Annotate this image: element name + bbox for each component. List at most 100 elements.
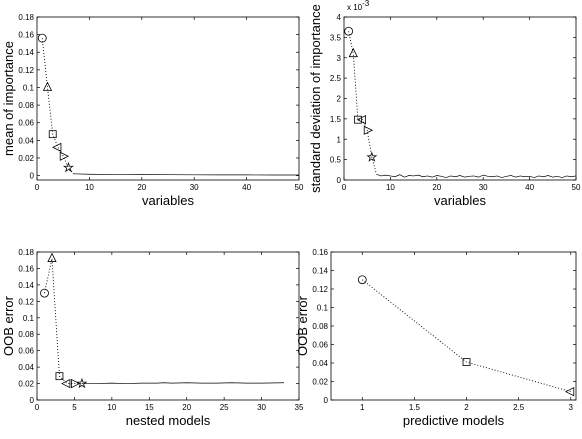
y-axis-label: OOB error (295, 295, 310, 356)
y-tick-label: 0.08 (18, 101, 34, 110)
marker-square (48, 130, 57, 139)
x-tick-label: 30 (190, 183, 199, 192)
marker-triangle-right (71, 378, 81, 389)
x-tick-label: 40 (242, 183, 251, 192)
marker-square (55, 372, 64, 381)
y-tick-label: 0.12 (18, 66, 34, 75)
axes-frame (36, 16, 300, 181)
y-tick-label: 2 (337, 95, 342, 104)
x-axis-label: predictive models (403, 413, 505, 428)
y-tick-label: 0 (337, 176, 342, 185)
y-tick-label: 0 (30, 172, 35, 181)
marker-star (62, 161, 74, 173)
x-axis-label: variables (142, 193, 195, 208)
x-tick-label: 30 (257, 403, 266, 412)
x-tick-label: 0 (35, 403, 40, 412)
y-tick-label: 0.1 (23, 83, 35, 92)
series-line-dotted (41, 38, 75, 175)
x-tick-label: 20 (182, 403, 191, 412)
y-tick-label: 4 (337, 13, 342, 22)
marker-circle (40, 288, 49, 298)
y-axis-label: standard deviation of importance (308, 4, 323, 193)
y-tick-label: 0.02 (18, 380, 34, 389)
y-tick-label: 0.04 (312, 359, 328, 368)
x-tick-label: 20 (137, 183, 146, 192)
x-axis-label: nested models (126, 413, 211, 428)
x-tick-label: 10 (85, 183, 94, 192)
y-tick-label: 0.16 (18, 31, 34, 40)
plot-area (41, 38, 299, 176)
x-tick-label: 3 (569, 403, 574, 412)
y-tick-label: 2.5 (330, 74, 342, 83)
x-tick-label: 20 (432, 183, 441, 192)
x-tick-label: 50 (572, 183, 581, 192)
y-tick-label: 0 (324, 396, 329, 405)
y-tick-label: 3.5 (330, 33, 342, 42)
x-tick-label: 5 (72, 403, 77, 412)
y-tick-label: 0.12 (312, 285, 328, 294)
y-tick-label: 3 (337, 54, 342, 63)
y-tick-label: 0.14 (18, 48, 34, 57)
marker-triangle-left (61, 378, 71, 389)
x-tick-label: 25 (220, 403, 229, 412)
marker-star (76, 377, 88, 389)
series-line-dotted (44, 258, 82, 385)
y-tick-label: 1 (337, 135, 342, 144)
marker-square (462, 358, 471, 366)
y-tick-label: 0.06 (18, 347, 34, 356)
y-tick-label: 1.5 (330, 115, 342, 124)
x-tick-label: 10 (386, 183, 395, 192)
series-line-solid (81, 382, 285, 384)
x-axis-label: variables (434, 193, 487, 208)
y-axis-label: OOB error (1, 295, 16, 356)
marker-triangle-right (59, 151, 70, 161)
y-tick-label: 0.1 (23, 314, 35, 323)
axes-frame (343, 16, 577, 181)
marker-triangle-up (348, 47, 358, 58)
x-tick-label: 2.5 (513, 403, 525, 412)
y-tick-label: 0.16 (312, 248, 328, 257)
marker-circle (37, 33, 47, 43)
y-tick-label: 0.08 (312, 322, 328, 331)
subplot-nested-models: 0 5 10 15 20 25 30 35 0 0.02 0.04 0.06 0.08 0.1 0.12 0.… (1, 248, 304, 428)
y-tick-label: 0.14 (312, 267, 328, 276)
axes-frame (330, 251, 577, 401)
y-multiplier: x 10-3 (347, 0, 370, 12)
y-tick-label: 0.16 (18, 264, 34, 273)
x-tick-label: 0 (35, 183, 40, 192)
y-tick-label: 0.18 (18, 248, 34, 257)
marker-circle (357, 275, 367, 285)
x-tick-label: 1 (360, 403, 365, 412)
y-tick-label: 0.18 (18, 13, 34, 22)
y-tick-label: 0.02 (18, 154, 34, 163)
x-tick-label: 10 (107, 403, 116, 412)
y-axis-label: mean of importance (1, 41, 16, 156)
x-tick-label: 15 (145, 403, 154, 412)
x-tick-label: 30 (479, 183, 488, 192)
subplot-sd-importance: 0 10 20 30 40 50 0 0.5 1 1.5 2 2.5 3 3.5 4 x 10-3 variab… (308, 0, 581, 208)
subplot-mean-importance: 0 10 20 30 40 50 0 0.02 0.04 0.06 0.08 0.1 0.12 0.14 0… (1, 13, 304, 208)
y-tick-label: 0 (30, 396, 35, 405)
x-tick-label: 40 (525, 183, 534, 192)
y-tick-label: 0.08 (18, 330, 34, 339)
marker-star (366, 151, 378, 162)
marker-triangle-left (52, 142, 62, 153)
x-tick-label: 1.5 (409, 403, 421, 412)
y-tick-label: 0.06 (312, 341, 328, 350)
y-tick-label: 0.06 (18, 119, 34, 128)
marker-triangle-up (42, 81, 53, 91)
marker-square (354, 115, 362, 124)
marker-circle (344, 26, 354, 36)
y-tick-label: 0.1 (317, 304, 329, 313)
series-line-dotted (348, 31, 377, 175)
y-tick-label: 0.02 (312, 378, 328, 387)
series-line-dotted (362, 279, 571, 393)
marker-triangle-up (47, 252, 57, 262)
series-line-solid (376, 173, 576, 178)
plot-area (348, 31, 576, 178)
marker-triangle-left (564, 387, 575, 397)
plot-area (362, 279, 571, 393)
series-line-solid (73, 173, 299, 176)
subplot-predictive-models: 1 1.5 2 2.5 3 0 0.02 0.04 0.06 0.08 0.1 0.12 0.14 0.1… (295, 248, 577, 428)
